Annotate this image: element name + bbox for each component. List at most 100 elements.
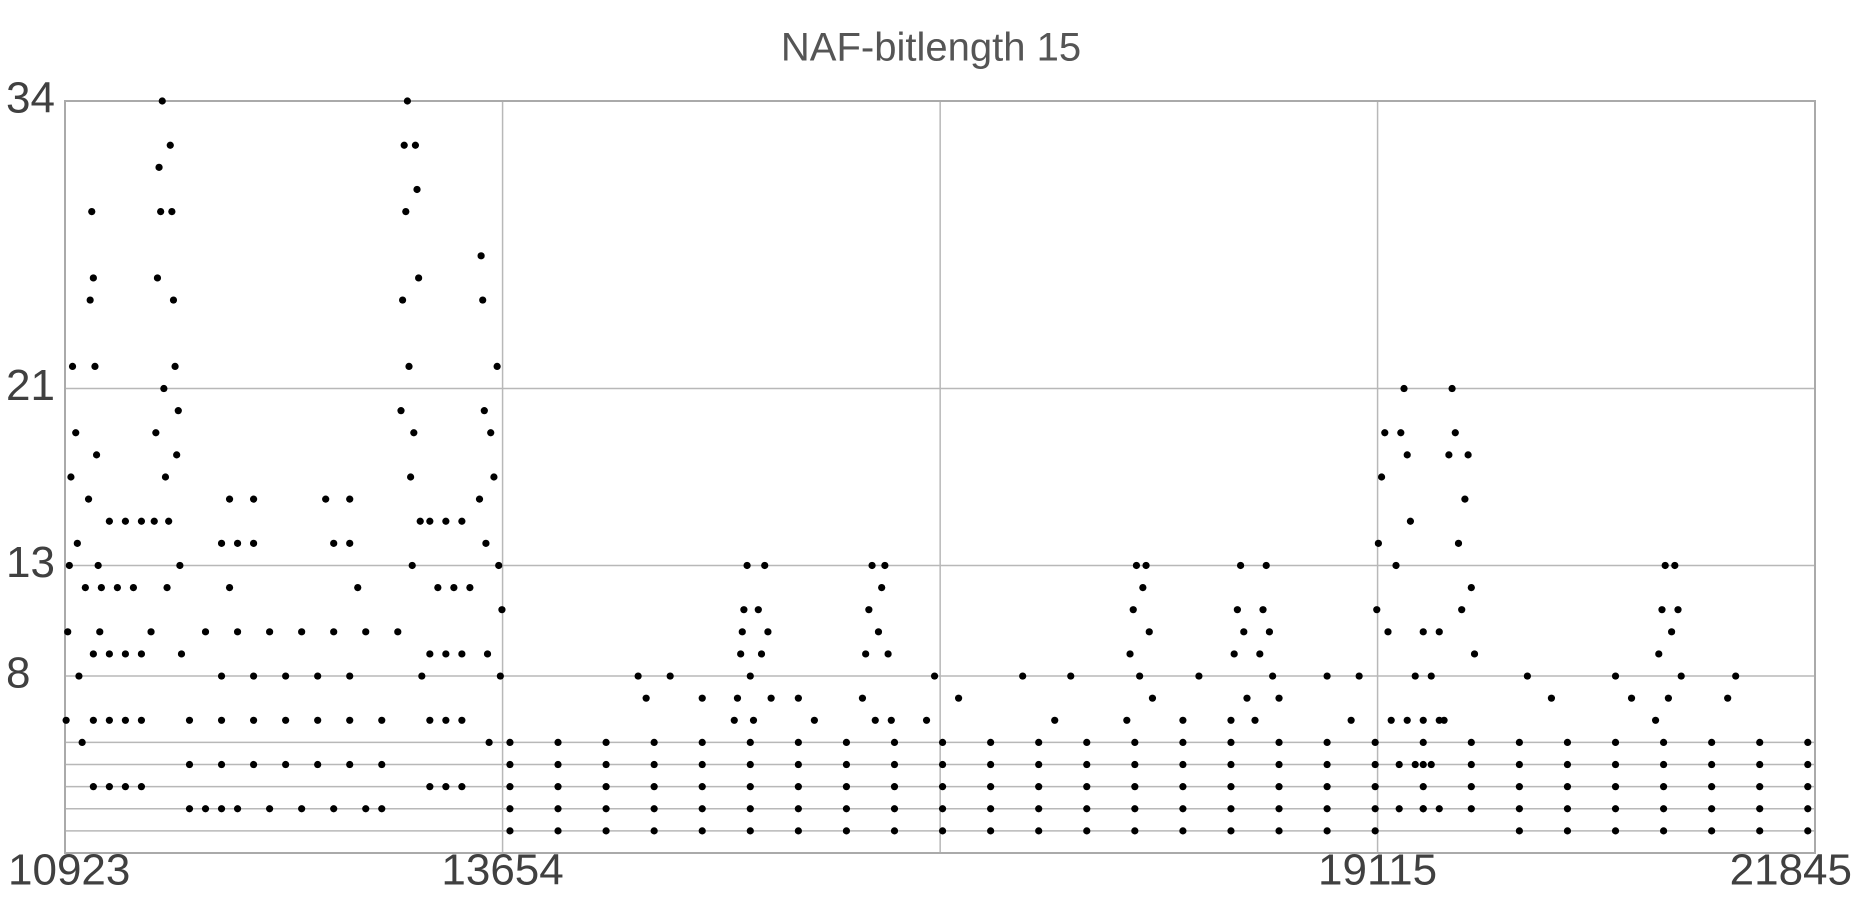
- y-tick-label: 13: [6, 538, 55, 587]
- point: [1371, 738, 1379, 747]
- point: [1227, 738, 1235, 747]
- point: [1265, 628, 1274, 636]
- point: [746, 805, 754, 813]
- point: [1611, 827, 1620, 835]
- point: [1708, 738, 1716, 747]
- point: [174, 407, 182, 415]
- point: [354, 583, 362, 592]
- point: [1708, 805, 1716, 813]
- point: [249, 716, 258, 724]
- point: [1323, 672, 1331, 680]
- point: [1627, 694, 1636, 702]
- point: [314, 760, 322, 769]
- point: [1131, 783, 1139, 791]
- point: [346, 760, 354, 769]
- point: [1323, 738, 1331, 747]
- point: [1515, 760, 1523, 769]
- point: [1427, 760, 1435, 769]
- point: [1435, 805, 1443, 813]
- point: [362, 628, 370, 636]
- point: [479, 296, 487, 304]
- point: [650, 738, 658, 747]
- point: [185, 760, 194, 769]
- point: [1659, 738, 1668, 747]
- point: [1467, 738, 1475, 747]
- point: [1659, 827, 1668, 835]
- point: [1371, 827, 1379, 835]
- point: [1227, 827, 1235, 835]
- point: [1233, 606, 1241, 614]
- point: [378, 716, 386, 724]
- point: [400, 141, 408, 149]
- point: [1179, 805, 1187, 813]
- point: [1129, 606, 1137, 614]
- point: [642, 694, 650, 702]
- point: [1467, 805, 1475, 813]
- point: [987, 760, 995, 769]
- point: [554, 760, 562, 769]
- point: [426, 783, 434, 791]
- point: [878, 583, 886, 592]
- point: [954, 694, 963, 702]
- point: [475, 495, 484, 503]
- point: [1179, 716, 1187, 724]
- point: [1724, 694, 1732, 702]
- point: [1804, 827, 1812, 835]
- point: [1179, 783, 1187, 791]
- point: [1397, 429, 1405, 437]
- point: [871, 716, 879, 724]
- point: [890, 783, 899, 791]
- point: [842, 760, 851, 769]
- point: [887, 716, 895, 724]
- point: [865, 606, 873, 614]
- point: [152, 429, 160, 437]
- point: [96, 628, 104, 636]
- point: [602, 805, 610, 813]
- point: [922, 716, 931, 724]
- point: [794, 694, 802, 702]
- point: [1756, 783, 1764, 791]
- point: [1323, 805, 1331, 813]
- point: [75, 672, 83, 680]
- point: [890, 827, 899, 835]
- point: [506, 760, 514, 769]
- point: [650, 783, 658, 791]
- point: [1756, 760, 1764, 769]
- point: [1019, 672, 1027, 680]
- point: [1659, 805, 1668, 813]
- point: [1148, 694, 1157, 702]
- point: [147, 628, 155, 636]
- point: [485, 738, 493, 747]
- point: [650, 827, 658, 835]
- point: [298, 805, 306, 813]
- point: [405, 362, 413, 371]
- point: [506, 827, 514, 835]
- point: [1227, 716, 1235, 724]
- point: [86, 296, 94, 304]
- point: [92, 451, 101, 459]
- point: [346, 495, 354, 503]
- point: [794, 738, 802, 747]
- point: [402, 207, 410, 216]
- point: [794, 783, 802, 791]
- point: [757, 650, 766, 658]
- point: [157, 207, 165, 216]
- point: [794, 827, 802, 835]
- point: [1470, 650, 1479, 658]
- point: [987, 738, 995, 747]
- point: [1563, 827, 1572, 835]
- point: [266, 628, 274, 636]
- point: [1732, 672, 1740, 680]
- point: [177, 650, 186, 658]
- point: [1464, 451, 1472, 459]
- point: [1467, 760, 1475, 769]
- point: [1371, 805, 1379, 813]
- point: [1664, 694, 1672, 702]
- point: [1227, 805, 1235, 813]
- point: [1674, 606, 1682, 614]
- point: [1708, 783, 1716, 791]
- point: [749, 716, 758, 724]
- point: [1035, 738, 1043, 747]
- point: [767, 694, 775, 702]
